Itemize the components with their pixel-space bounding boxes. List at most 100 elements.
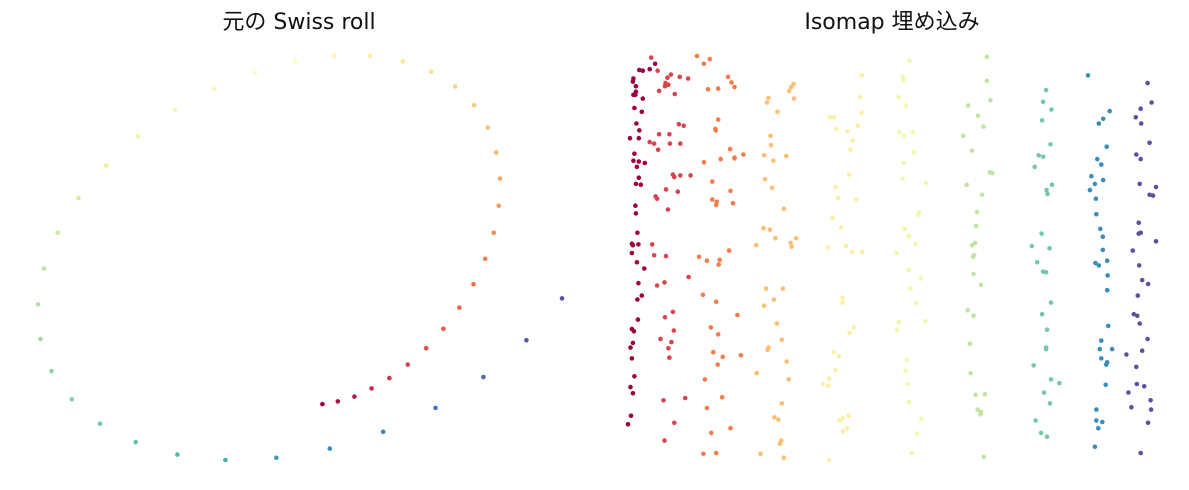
data-point — [1134, 364, 1139, 370]
data-point — [732, 84, 737, 90]
data-point — [1048, 300, 1054, 305]
data-point — [718, 156, 723, 162]
data-point — [908, 286, 913, 291]
data-point — [1098, 226, 1103, 232]
data-point — [471, 103, 477, 108]
data-point — [854, 197, 859, 202]
data-point — [988, 97, 993, 103]
data-point — [1044, 434, 1050, 440]
data-point — [826, 457, 832, 463]
data-point — [1032, 164, 1037, 170]
data-point — [779, 401, 785, 406]
data-point — [38, 336, 43, 342]
data-point — [649, 242, 655, 247]
data-point — [769, 185, 775, 191]
data-point — [820, 381, 825, 387]
data-point — [1109, 346, 1115, 352]
data-point — [1047, 246, 1052, 251]
data-point — [628, 345, 633, 350]
data-point — [906, 233, 912, 239]
swiss-roll-points — [35, 53, 565, 463]
data-point — [1138, 450, 1143, 456]
data-point — [670, 309, 676, 315]
data-point — [648, 55, 654, 60]
data-point — [758, 451, 763, 457]
data-point — [1036, 153, 1041, 158]
data-point — [845, 128, 850, 134]
data-point — [849, 249, 855, 255]
data-point — [55, 230, 60, 236]
data-point — [1131, 311, 1137, 317]
data-point — [1099, 162, 1104, 167]
data-point — [762, 177, 768, 182]
data-point — [662, 83, 668, 89]
data-point — [971, 313, 976, 319]
data-point — [774, 321, 780, 326]
data-point — [1049, 107, 1054, 112]
data-point — [1145, 420, 1151, 426]
data-point — [1129, 405, 1134, 410]
data-point — [793, 235, 799, 241]
data-point — [677, 74, 683, 80]
data-point — [851, 325, 857, 330]
data-point — [781, 455, 787, 461]
data-point — [771, 158, 776, 163]
data-point — [655, 147, 661, 153]
data-point — [625, 422, 631, 427]
data-point — [423, 346, 429, 351]
data-point — [1094, 211, 1099, 217]
data-point — [485, 125, 491, 130]
data-point — [779, 337, 785, 343]
data-point — [1145, 336, 1150, 342]
data-point — [763, 286, 769, 291]
data-point — [902, 226, 907, 232]
data-point — [672, 91, 678, 97]
data-point — [1041, 390, 1047, 395]
data-point — [726, 248, 732, 253]
data-point — [631, 158, 636, 163]
data-point — [768, 142, 774, 148]
data-point — [720, 354, 725, 360]
data-point — [1153, 184, 1159, 190]
data-point — [911, 149, 917, 155]
data-point — [1100, 419, 1105, 425]
data-point — [981, 124, 986, 129]
data-point — [900, 74, 905, 80]
data-point — [725, 74, 731, 80]
data-point — [669, 339, 674, 345]
data-point — [702, 377, 708, 382]
data-point — [1148, 407, 1154, 412]
data-point — [69, 397, 75, 402]
data-point — [630, 340, 636, 346]
data-point — [633, 211, 639, 216]
data-point — [855, 123, 860, 129]
data-point — [826, 376, 832, 381]
data-point — [710, 179, 715, 184]
data-point — [629, 241, 635, 246]
data-point — [688, 173, 693, 178]
data-point — [894, 250, 899, 256]
data-point — [833, 184, 838, 190]
data-point — [331, 53, 337, 59]
data-point — [840, 295, 845, 301]
data-point — [1043, 87, 1049, 93]
data-point — [784, 153, 789, 159]
data-point — [786, 88, 792, 94]
data-point — [791, 96, 797, 101]
data-point — [1099, 356, 1104, 361]
data-point — [784, 359, 789, 364]
data-point — [1057, 380, 1062, 386]
data-point — [716, 262, 721, 267]
data-point — [791, 81, 796, 87]
data-point — [914, 431, 920, 436]
isomap-title: Isomap 埋め込み — [804, 10, 979, 35]
data-point — [850, 138, 856, 143]
data-point — [640, 96, 646, 101]
data-point — [894, 327, 900, 333]
data-point — [633, 89, 639, 94]
data-point — [1147, 140, 1152, 146]
data-point — [630, 391, 636, 396]
data-point — [636, 159, 642, 164]
data-point — [667, 132, 672, 137]
data-point — [972, 240, 978, 246]
